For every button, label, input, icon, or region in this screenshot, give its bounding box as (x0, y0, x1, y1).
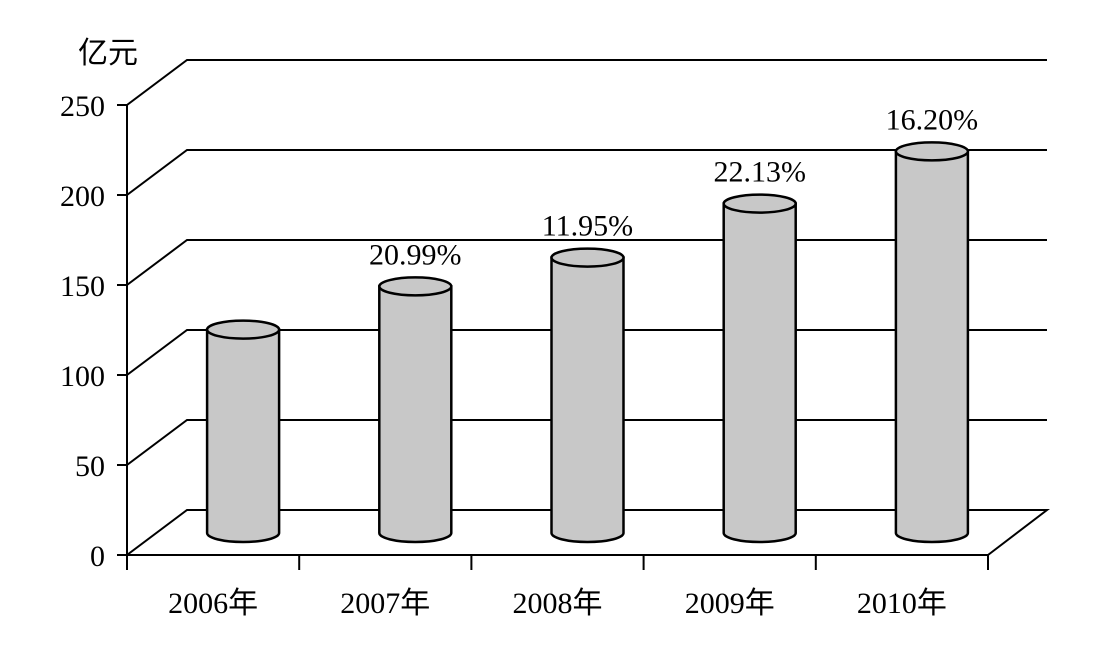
bar (378, 276, 453, 544)
y-tick-label: 250 (60, 90, 105, 123)
bar-layer (205, 141, 970, 544)
y-tick-label: 200 (60, 180, 105, 213)
bar-body (550, 256, 625, 544)
bar (550, 247, 625, 544)
bar-top (550, 247, 625, 268)
x-category-label: 2006年 (168, 587, 258, 620)
x-category-label: 2010年 (857, 587, 947, 620)
bar-body (722, 202, 797, 544)
bar-top (894, 141, 970, 162)
bar (894, 141, 970, 544)
y-tick-label: 0 (90, 540, 105, 573)
bar (722, 193, 797, 544)
growth-label: 11.95% (542, 210, 633, 243)
x-category-label: 2009年 (685, 587, 775, 620)
bar-top (378, 276, 453, 297)
growth-label: 20.99% (369, 238, 462, 271)
bar-body (378, 285, 453, 544)
bar (205, 319, 281, 544)
growth-label: 16.20% (886, 103, 979, 136)
grid-layer (126, 59, 1050, 556)
grid-line (126, 59, 1047, 106)
grid-line (126, 149, 1047, 196)
x-category-label: 2007年 (340, 587, 430, 620)
axis-layer: 0 50 100 150 200 250 (60, 90, 989, 573)
y-tick-label: 50 (75, 450, 105, 483)
label-layer: 2006年 20.99% 2007年 11.95% 2008年 22.13% 2009年 16… (168, 103, 978, 620)
y-tick-label: 100 (60, 360, 105, 393)
bar-body (205, 328, 281, 544)
bar-top (205, 319, 281, 340)
bar-top (722, 193, 797, 214)
growth-label: 22.13% (713, 156, 806, 189)
y-unit-label: 亿元 (78, 37, 138, 70)
bar-body (894, 150, 970, 544)
x-category-label: 2008年 (513, 587, 603, 620)
y-tick-label: 150 (60, 270, 105, 303)
